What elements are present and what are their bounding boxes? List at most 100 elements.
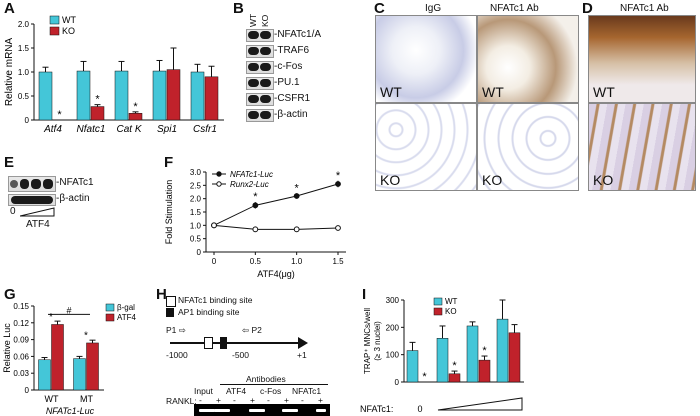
y-tick-label: 0.15 — [13, 302, 29, 311]
gel-column-cfos: c-Fos — [260, 386, 282, 396]
y-tick-label: 1.5 — [190, 208, 202, 217]
blot-label: -NFATc1/A — [274, 29, 322, 40]
data-point — [293, 226, 300, 233]
micrograph-label: WT — [593, 84, 615, 100]
chart-f: 0 0.5 1.0 1.5 2.0 2.5 3.0 0 0.5 1.0 1.5 NFATc1-LucR… — [164, 168, 346, 279]
gel-column-atf4: ATF4 — [226, 386, 247, 396]
ramp-triangle — [20, 207, 55, 217]
panel-letter-g: G — [4, 286, 16, 303]
blot-row — [246, 109, 274, 122]
gel-signs: - + - + - + - + — [194, 395, 334, 405]
micrograph-label: WT — [482, 84, 504, 100]
y-axis-label: Fold Stimulation — [164, 180, 174, 245]
bar — [114, 70, 129, 121]
significance-marker: * — [253, 191, 258, 203]
gel-band — [316, 409, 326, 412]
data-point — [335, 181, 341, 187]
legend-nfatc1-site: NFATc1 binding site — [178, 295, 253, 305]
blot-row — [246, 77, 274, 90]
legend-swatch — [49, 15, 60, 25]
bar — [51, 324, 64, 391]
x-tick-label: 1.0 — [291, 257, 303, 266]
western-blot-e: -NFATc1 -β-actin 0 ATF4 — [8, 172, 148, 242]
panel-letter-b: B — [233, 0, 244, 17]
ap1-site-key-icon — [166, 308, 174, 317]
significance-marker: * — [295, 182, 300, 194]
bar — [204, 76, 219, 121]
data-point — [335, 225, 341, 231]
bar — [448, 373, 461, 383]
bar — [466, 325, 479, 383]
bar — [76, 70, 91, 121]
x-tick-label: WT — [45, 394, 59, 404]
rankl-sign: + — [318, 395, 323, 405]
y-axis-label: TRAP⁺ MNCs/well — [363, 308, 372, 374]
column-header-nfatc1-d: NFATc1 Ab — [620, 3, 669, 14]
y-tick-label: 0.03 — [13, 369, 29, 378]
gel-band — [249, 409, 265, 412]
panel-letter-h: H — [156, 286, 167, 303]
band — [20, 179, 29, 189]
blot-rows: -NFATc1/A -TRAF6 -c-Fos -PU.1 -CSFR1 -β-actin — [246, 29, 386, 125]
blot-label: -TRAF6 — [274, 45, 309, 56]
zero-label: 0 — [10, 206, 16, 217]
micrograph-igg-wt: WT — [375, 15, 477, 103]
legend-marker — [216, 181, 222, 187]
nfatc1-site-icon — [204, 337, 213, 349]
x-tick-label: Atf4 — [43, 124, 62, 135]
micrograph-d-wt: WT — [588, 15, 696, 103]
ramp-triangle — [437, 397, 523, 411]
x-tick-label: 0 — [212, 257, 217, 266]
rankl-sign: - — [199, 395, 202, 405]
primer-p1: P1 ⇨ — [166, 325, 186, 335]
significance-marker: * — [336, 170, 341, 182]
y-tick-label: 1.0 — [18, 68, 30, 77]
position-minus-1000: -1000 — [166, 350, 188, 360]
y-tick-label: 0 — [25, 116, 30, 125]
significance-marker: * — [452, 360, 457, 372]
legend-label: KO — [62, 26, 75, 36]
x-axis-label: NFATc1-Luc — [46, 406, 95, 416]
blot-label-actin: -β-actin — [56, 193, 90, 204]
band — [260, 63, 271, 71]
treatment-label: ATF4 — [26, 219, 50, 230]
bar — [508, 332, 521, 383]
significance-marker: * — [482, 345, 487, 357]
legend-swatch — [433, 307, 443, 316]
rankl-sign: + — [216, 395, 221, 405]
micrograph-nfatc1-ko: KO — [477, 103, 579, 191]
legend-label: Runx2-Luc — [230, 180, 269, 189]
significance-marker: * — [95, 94, 100, 106]
lane-label-wt: WT — [248, 13, 258, 27]
micrograph-igg-ko: KO — [375, 103, 477, 191]
x-axis-label: ATF4(μg) — [257, 269, 295, 279]
bar — [86, 342, 99, 391]
gel-band — [214, 409, 230, 412]
y-tick-label: 3.0 — [190, 168, 202, 177]
y-tick-label: 2.0 — [18, 20, 30, 29]
band — [248, 31, 259, 39]
blot-row — [246, 93, 274, 106]
panel-letter-i: I — [362, 286, 367, 303]
lane-label-ko: KO — [260, 14, 270, 27]
y-tick-label: 100 — [386, 351, 400, 360]
y-tick-label: 2.5 — [190, 181, 202, 190]
series-line — [213, 224, 339, 230]
promoter-diagram: NFATc1 binding site AP1 binding site P1 … — [164, 292, 339, 416]
y-axis-label-2: (≥ 3 nuclei) — [373, 321, 382, 361]
significance-marker: * — [84, 330, 88, 341]
micrograph-label: KO — [380, 172, 401, 188]
western-blot-b: WT KO -NFATc1/A -TRAF6 -c-Fos -PU.1 -CSFR1 -β… — [246, 5, 386, 125]
y-tick-label: 0.5 — [190, 235, 202, 244]
micrograph-label: KO — [482, 172, 503, 188]
legend-label: β-gal — [117, 303, 135, 312]
band — [248, 47, 259, 55]
x-tick-label: Nfatc1 — [77, 124, 106, 135]
y-tick-label: 2.0 — [190, 195, 202, 204]
blot-label: -c-Fos — [274, 61, 303, 72]
significance-marker: * — [133, 101, 138, 113]
legend-label: KO — [445, 307, 457, 316]
y-tick-label: 0.09 — [13, 336, 29, 345]
blot-label: -CSFR1 — [274, 93, 311, 104]
primer-p2: ⇦ P2 — [242, 325, 262, 335]
